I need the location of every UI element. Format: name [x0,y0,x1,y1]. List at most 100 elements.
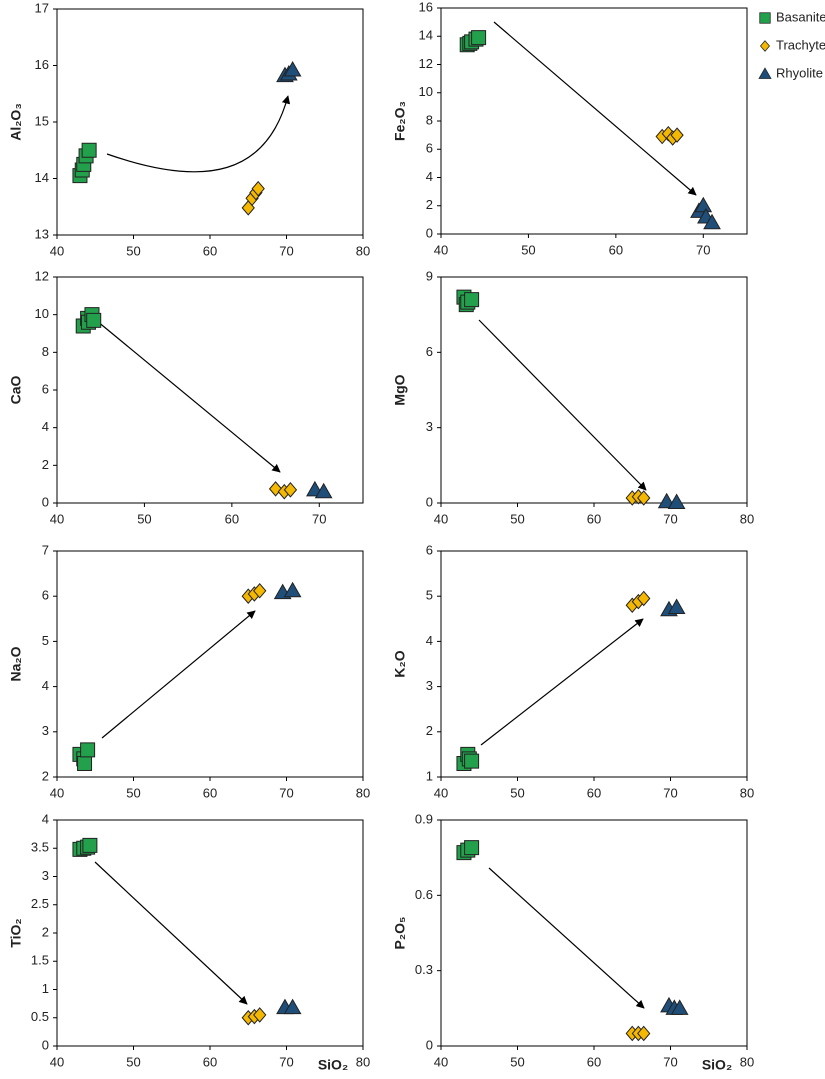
trend-arrow [493,21,697,196]
point [670,999,689,1015]
y-tick-label: 2 [42,768,49,783]
y-tick-label: 2.5 [31,896,49,911]
legend-label: Trachyte [776,37,825,52]
x-tick-label: 60 [587,511,601,526]
x-tick-label: 70 [312,511,326,526]
y-tick-label: 6 [42,588,49,603]
y-tick-label: 0 [426,225,433,240]
point [667,493,686,509]
point [77,755,93,771]
x-tick-label: 80 [740,511,754,526]
point [81,142,97,158]
point [283,581,302,598]
plot-frame [56,819,364,1047]
y-tick-label: 16 [419,0,433,14]
y-axis-label: K₂O [392,650,408,677]
y-tick-label: 4 [42,419,49,434]
point [464,840,480,856]
y-tick-label: 8 [42,344,49,359]
trend-arrow [101,610,256,739]
x-tick-label: 40 [434,242,448,257]
x-tick-label: 40 [434,511,448,526]
y-tick-label: 3 [426,419,433,434]
point [637,590,651,607]
y-tick-label: 8 [426,112,433,127]
x-tick-label: 40 [434,785,448,800]
point [471,30,487,46]
x-tick-label: 60 [203,785,217,800]
x-tick-label: 50 [510,785,524,800]
plot-frame [440,7,748,235]
trend-arrow [96,320,281,473]
y-tick-label: 7 [42,542,49,557]
y-tick-label: 0 [42,1037,49,1052]
plot-frame [56,8,364,236]
x-tick-label: 70 [279,1054,293,1069]
point [86,312,102,328]
y-axis-label: MgO [392,374,408,405]
y-tick-label: 12 [419,56,433,71]
y-tick-label: 4 [42,811,49,826]
y-axis-label: Al₂O₃ [8,103,24,141]
x-tick-label: 60 [587,1054,601,1069]
trend-arrow [478,319,647,491]
point [703,213,721,230]
y-tick-label: 6 [42,381,49,396]
y-tick-label: 10 [419,84,433,99]
x-tick-label: 50 [137,511,151,526]
x-tick-label: 40 [50,511,64,526]
point [464,292,480,308]
y-tick-label: 12 [35,268,49,283]
y-tick-label: 0 [426,1037,433,1052]
y-tick-label: 4 [426,633,433,648]
y-tick-label: 0.6 [415,887,433,902]
x-tick-label: 40 [50,785,64,800]
point [637,1025,651,1042]
x-tick-label: 70 [663,1054,677,1069]
trend-arrow [488,867,645,1009]
plot-frame [56,276,364,504]
point [283,482,298,498]
y-tick-label: 1 [426,768,433,783]
y-tick-label: 3 [426,678,433,693]
y-tick-label: 1 [42,981,49,996]
x-tick-label: 40 [50,1054,64,1069]
point [670,127,684,143]
point [283,61,302,77]
x-tick-label: 50 [126,1054,140,1069]
y-tick-label: 6 [426,141,433,156]
trend-arrow [480,618,644,746]
legend-marker [760,40,770,52]
x-axis-label: SiO₂ [318,1057,348,1073]
trend-arrow [94,861,248,1005]
y-tick-label: 2 [426,197,433,212]
y-tick-label: 16 [35,57,49,72]
y-tick-label: 0.9 [415,811,433,826]
y-tick-label: 14 [419,28,433,43]
x-tick-label: 40 [50,243,64,258]
y-axis-label: CaO [8,376,24,405]
plot-frame [56,550,364,778]
y-axis-label: TiO₂ [8,918,24,947]
y-tick-label: 3.5 [31,840,49,855]
x-tick-label: 80 [740,1054,754,1069]
y-tick-label: 0 [42,494,49,509]
y-tick-label: 0 [426,494,433,509]
y-tick-label: 17 [35,0,49,15]
y-tick-label: 5 [42,633,49,648]
x-tick-label: 70 [279,243,293,258]
point [251,180,265,197]
y-tick-label: 5 [426,588,433,603]
x-tick-label: 60 [587,785,601,800]
x-tick-label: 60 [203,1054,217,1069]
point [82,837,98,853]
y-tick-label: 6 [426,542,433,557]
point [253,583,267,599]
y-tick-label: 0.3 [415,962,433,977]
x-tick-label: 60 [609,242,623,257]
point [637,490,651,506]
y-tick-label: 6 [426,344,433,359]
point [464,753,480,769]
legend-marker [758,67,772,79]
